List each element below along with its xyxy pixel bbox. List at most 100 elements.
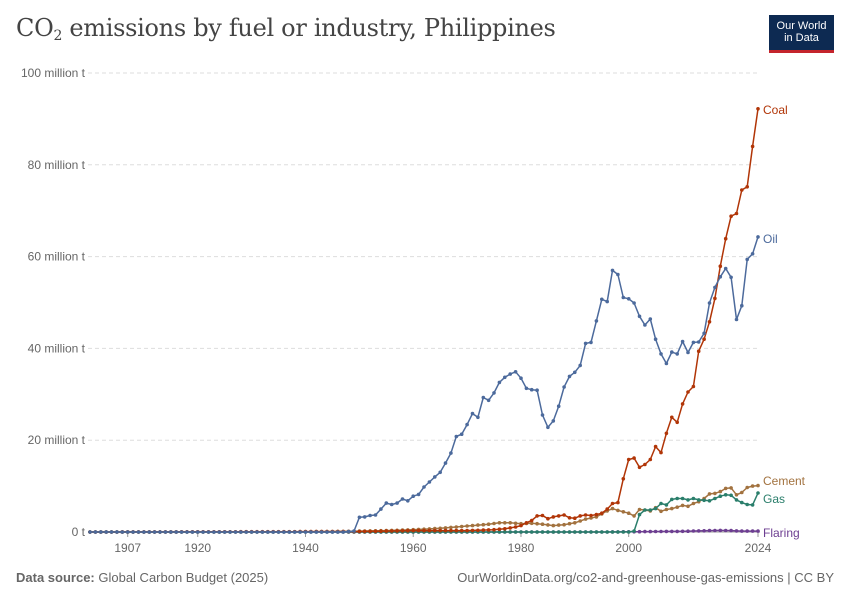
data-point-oil <box>99 530 103 534</box>
data-point-gas <box>691 496 696 501</box>
data-point-oil <box>325 530 329 534</box>
data-point-coal <box>416 528 421 533</box>
data-point-oil <box>422 485 426 489</box>
data-point-coal <box>675 420 679 425</box>
x-tick-label: 2024 <box>745 541 772 555</box>
data-point-oil <box>718 275 723 279</box>
data-point-oil <box>675 352 679 356</box>
data-point-cement <box>443 526 448 530</box>
data-point-cement <box>583 517 588 521</box>
data-point-oil <box>670 350 674 354</box>
series-coal <box>88 107 760 534</box>
data-point-coal <box>400 529 405 533</box>
data-point-flaring <box>734 529 739 533</box>
data-point-coal <box>556 514 561 518</box>
data-point-cement <box>535 521 539 526</box>
data-point-oil <box>600 297 604 302</box>
data-point-oil <box>659 352 663 356</box>
owid-logo[interactable]: Our World in Data <box>769 15 834 53</box>
data-point-coal <box>362 529 367 534</box>
series-line-gas <box>90 492 759 533</box>
data-point-oil <box>535 388 539 393</box>
data-point-oil <box>449 451 453 455</box>
data-point-coal <box>594 512 599 517</box>
data-point-gas <box>562 530 566 534</box>
data-point-gas <box>551 530 556 534</box>
data-point-oil <box>626 297 631 301</box>
data-point-flaring <box>648 529 653 534</box>
data-point-coal <box>745 185 749 189</box>
data-point-coal <box>449 528 453 533</box>
data-point-gas <box>648 508 653 512</box>
data-point-coal <box>546 516 550 521</box>
data-point-coal <box>610 501 615 506</box>
data-point-gas <box>659 501 663 506</box>
data-point-cement <box>632 514 636 518</box>
data-point-cement <box>740 490 744 495</box>
data-point-oil <box>470 411 475 416</box>
data-point-gas <box>535 530 539 534</box>
data-point-gas <box>686 498 690 502</box>
data-point-gas <box>556 530 561 534</box>
data-point-coal <box>540 513 545 518</box>
data-point-oil <box>648 317 653 321</box>
data-point-coal <box>648 457 653 462</box>
data-point-cement <box>562 522 566 527</box>
data-point-oil <box>476 415 480 420</box>
data-point-oil <box>314 530 319 534</box>
data-point-coal <box>589 513 593 518</box>
data-point-cement <box>626 511 631 515</box>
data-point-oil <box>696 340 701 344</box>
data-point-oil <box>179 530 184 534</box>
data-point-cement <box>670 506 674 511</box>
data-point-coal <box>621 477 626 481</box>
data-point-coal <box>718 264 723 269</box>
data-point-coal <box>411 528 416 533</box>
data-point-gas <box>621 530 626 534</box>
source-url[interactable]: OurWorldinData.org/co2-and-greenhouse-ga… <box>457 570 834 585</box>
data-point-oil <box>459 432 464 437</box>
data-point-oil <box>120 530 125 534</box>
data-point-oil <box>508 372 512 376</box>
data-point-gas <box>626 530 631 534</box>
data-point-oil <box>406 499 410 503</box>
data-point-cement <box>481 522 486 527</box>
data-point-gas <box>503 530 507 534</box>
data-point-coal <box>664 431 669 436</box>
data-point-flaring <box>696 529 701 533</box>
data-point-cement <box>756 483 760 488</box>
gridlines <box>88 72 760 537</box>
data-point-coal <box>583 513 588 517</box>
x-tick-label: 1940 <box>292 541 319 555</box>
data-point-oil <box>691 340 696 345</box>
data-point-cement <box>492 521 496 526</box>
data-point-oil <box>454 434 459 439</box>
data-point-cement <box>713 491 717 496</box>
data-point-coal <box>389 529 394 533</box>
data-point-oil <box>567 374 572 379</box>
data-point-coal <box>680 402 685 406</box>
data-point-gas <box>546 530 550 534</box>
data-point-oil <box>740 303 744 308</box>
data-point-coal <box>368 529 372 534</box>
data-point-oil <box>233 530 238 534</box>
data-point-oil <box>169 530 173 534</box>
data-point-cement <box>556 523 561 527</box>
data-point-coal <box>470 528 475 533</box>
data-point-oil <box>228 530 232 534</box>
data-point-gas <box>740 500 744 505</box>
data-point-cement <box>551 523 556 528</box>
data-point-oil <box>433 475 437 479</box>
series-line-cement <box>90 484 759 533</box>
data-point-coal <box>696 349 701 354</box>
data-point-oil <box>497 380 502 385</box>
data-point-oil <box>357 515 362 520</box>
data-point-oil <box>298 530 302 534</box>
data-point-oil <box>303 530 308 534</box>
data-point-flaring <box>643 529 647 534</box>
data-point-flaring <box>750 529 755 533</box>
data-point-coal <box>756 107 760 111</box>
data-point-gas <box>589 530 593 534</box>
data-point-oil <box>222 530 227 534</box>
data-point-cement <box>686 504 690 509</box>
